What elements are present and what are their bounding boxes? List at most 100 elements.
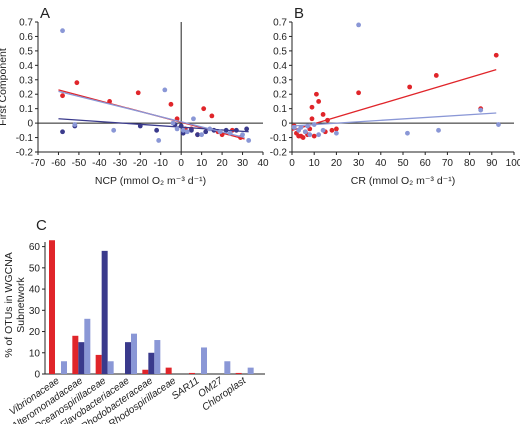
- data-point: [180, 127, 186, 133]
- panel-label: A: [40, 5, 50, 22]
- bar: [84, 318, 91, 374]
- y-axis-label: Subnetwork: [15, 277, 27, 333]
- panel-a: A -0.2 -0.1 0 0.1 0.2 0.3 0.4 0.5 0.6 0.7 -70 -60 -50…: [0, 5, 269, 187]
- data-point: [60, 28, 65, 34]
- y-tick-label: -0.2: [270, 148, 288, 159]
- panel-label: B: [294, 5, 304, 22]
- bar: [224, 361, 231, 374]
- y-tick-label: 50: [29, 263, 41, 274]
- bar: [95, 354, 102, 374]
- x-tick-label: 40: [257, 158, 269, 169]
- data-point: [135, 90, 141, 96]
- data-point: [154, 127, 160, 133]
- y-tick-label: -0.1: [16, 133, 34, 144]
- data-point: [311, 122, 317, 127]
- data-point: [302, 129, 308, 135]
- data-point: [244, 126, 250, 132]
- data-point: [316, 99, 322, 104]
- y-tick-label: 0.7: [273, 18, 287, 29]
- y-tick-label: 0.3: [19, 75, 33, 86]
- x-tick-label: -10: [154, 158, 169, 169]
- data-point: [168, 101, 174, 107]
- y-tick-label: 0: [34, 370, 40, 381]
- data-point: [178, 123, 184, 129]
- data-point: [240, 132, 245, 138]
- bar: [154, 340, 161, 374]
- data-point: [407, 84, 413, 90]
- data-point: [234, 127, 239, 133]
- bar: [101, 250, 108, 374]
- x-tick-label: -50: [72, 158, 87, 169]
- x-tick-label: -30: [113, 158, 128, 169]
- x-axis-label: CR (mmol O₂ m⁻³ d⁻¹): [351, 175, 455, 187]
- panel-c: C 0 10 20 30 40 50 60 % of OTUs in WGCNA Subnetwo…: [3, 217, 265, 424]
- y-tick-label: 0.1: [19, 104, 33, 115]
- series-0: [291, 52, 499, 140]
- bar-group: [189, 347, 207, 374]
- y-tick-label: 0.5: [273, 46, 287, 57]
- data-point: [291, 125, 297, 130]
- bar: [78, 342, 85, 374]
- data-point: [223, 127, 229, 133]
- data-point: [309, 104, 315, 110]
- y-tick-label: 0.1: [273, 104, 287, 115]
- x-tick-label: -20: [133, 158, 148, 169]
- x-tick-label: 20: [217, 158, 229, 169]
- x-tick-label: 0: [178, 158, 184, 169]
- data-point: [334, 130, 339, 136]
- data-point: [405, 130, 410, 136]
- data-point: [311, 133, 317, 139]
- data-point: [195, 132, 200, 138]
- x-tick-label: 90: [486, 158, 498, 169]
- data-point: [72, 122, 78, 127]
- data-point: [356, 22, 361, 28]
- bar: [142, 369, 149, 374]
- bar-group: [224, 361, 231, 374]
- panel-b: B -0.2 -0.1 0 0.1 0.2 0.3 0.4 0.5 0.6 0.7 0 10 20 30 40…: [270, 5, 520, 187]
- bar-group: [142, 340, 161, 374]
- x-tick-label: 40: [375, 158, 387, 169]
- data-point: [329, 127, 335, 133]
- bar: [165, 367, 172, 374]
- data-point: [203, 129, 209, 135]
- data-point: [356, 90, 361, 96]
- data-point: [433, 73, 439, 78]
- data-point: [184, 129, 190, 135]
- data-point: [334, 126, 339, 132]
- data-point: [314, 91, 319, 97]
- bar: [125, 342, 131, 374]
- x-tick-label: 10: [309, 158, 321, 169]
- x-tick-label: 70: [442, 158, 454, 169]
- x-tick-label: -70: [31, 158, 46, 169]
- series-2: [58, 28, 252, 143]
- data-point: [209, 113, 215, 119]
- data-point: [60, 93, 65, 99]
- y-tick-label: 0.6: [273, 32, 287, 43]
- x-tick-label: 60: [420, 158, 432, 169]
- data-point: [298, 125, 304, 130]
- bar: [49, 240, 55, 374]
- panel-label: C: [36, 217, 47, 234]
- data-point: [174, 126, 180, 132]
- y-tick-label: 0.3: [273, 75, 287, 86]
- data-point: [156, 138, 162, 143]
- data-point: [307, 132, 313, 138]
- y-tick-label: 0.2: [19, 90, 33, 101]
- y-tick-label: -0.1: [270, 133, 288, 144]
- data-point: [201, 106, 207, 112]
- x-tick-label: 80: [464, 158, 476, 169]
- data-point: [74, 80, 80, 86]
- y-tick-label: 0.5: [19, 46, 33, 57]
- fit-line: [291, 112, 497, 127]
- y-tick-label: 0.4: [273, 61, 287, 72]
- bar: [61, 361, 67, 374]
- x-tick-label: 0: [289, 158, 295, 169]
- data-point: [309, 116, 315, 122]
- fit-line: [58, 118, 249, 133]
- x-tick-label: 100: [506, 158, 520, 169]
- data-point: [436, 127, 441, 133]
- data-point: [170, 120, 176, 126]
- data-point: [493, 52, 499, 58]
- data-point: [60, 129, 65, 135]
